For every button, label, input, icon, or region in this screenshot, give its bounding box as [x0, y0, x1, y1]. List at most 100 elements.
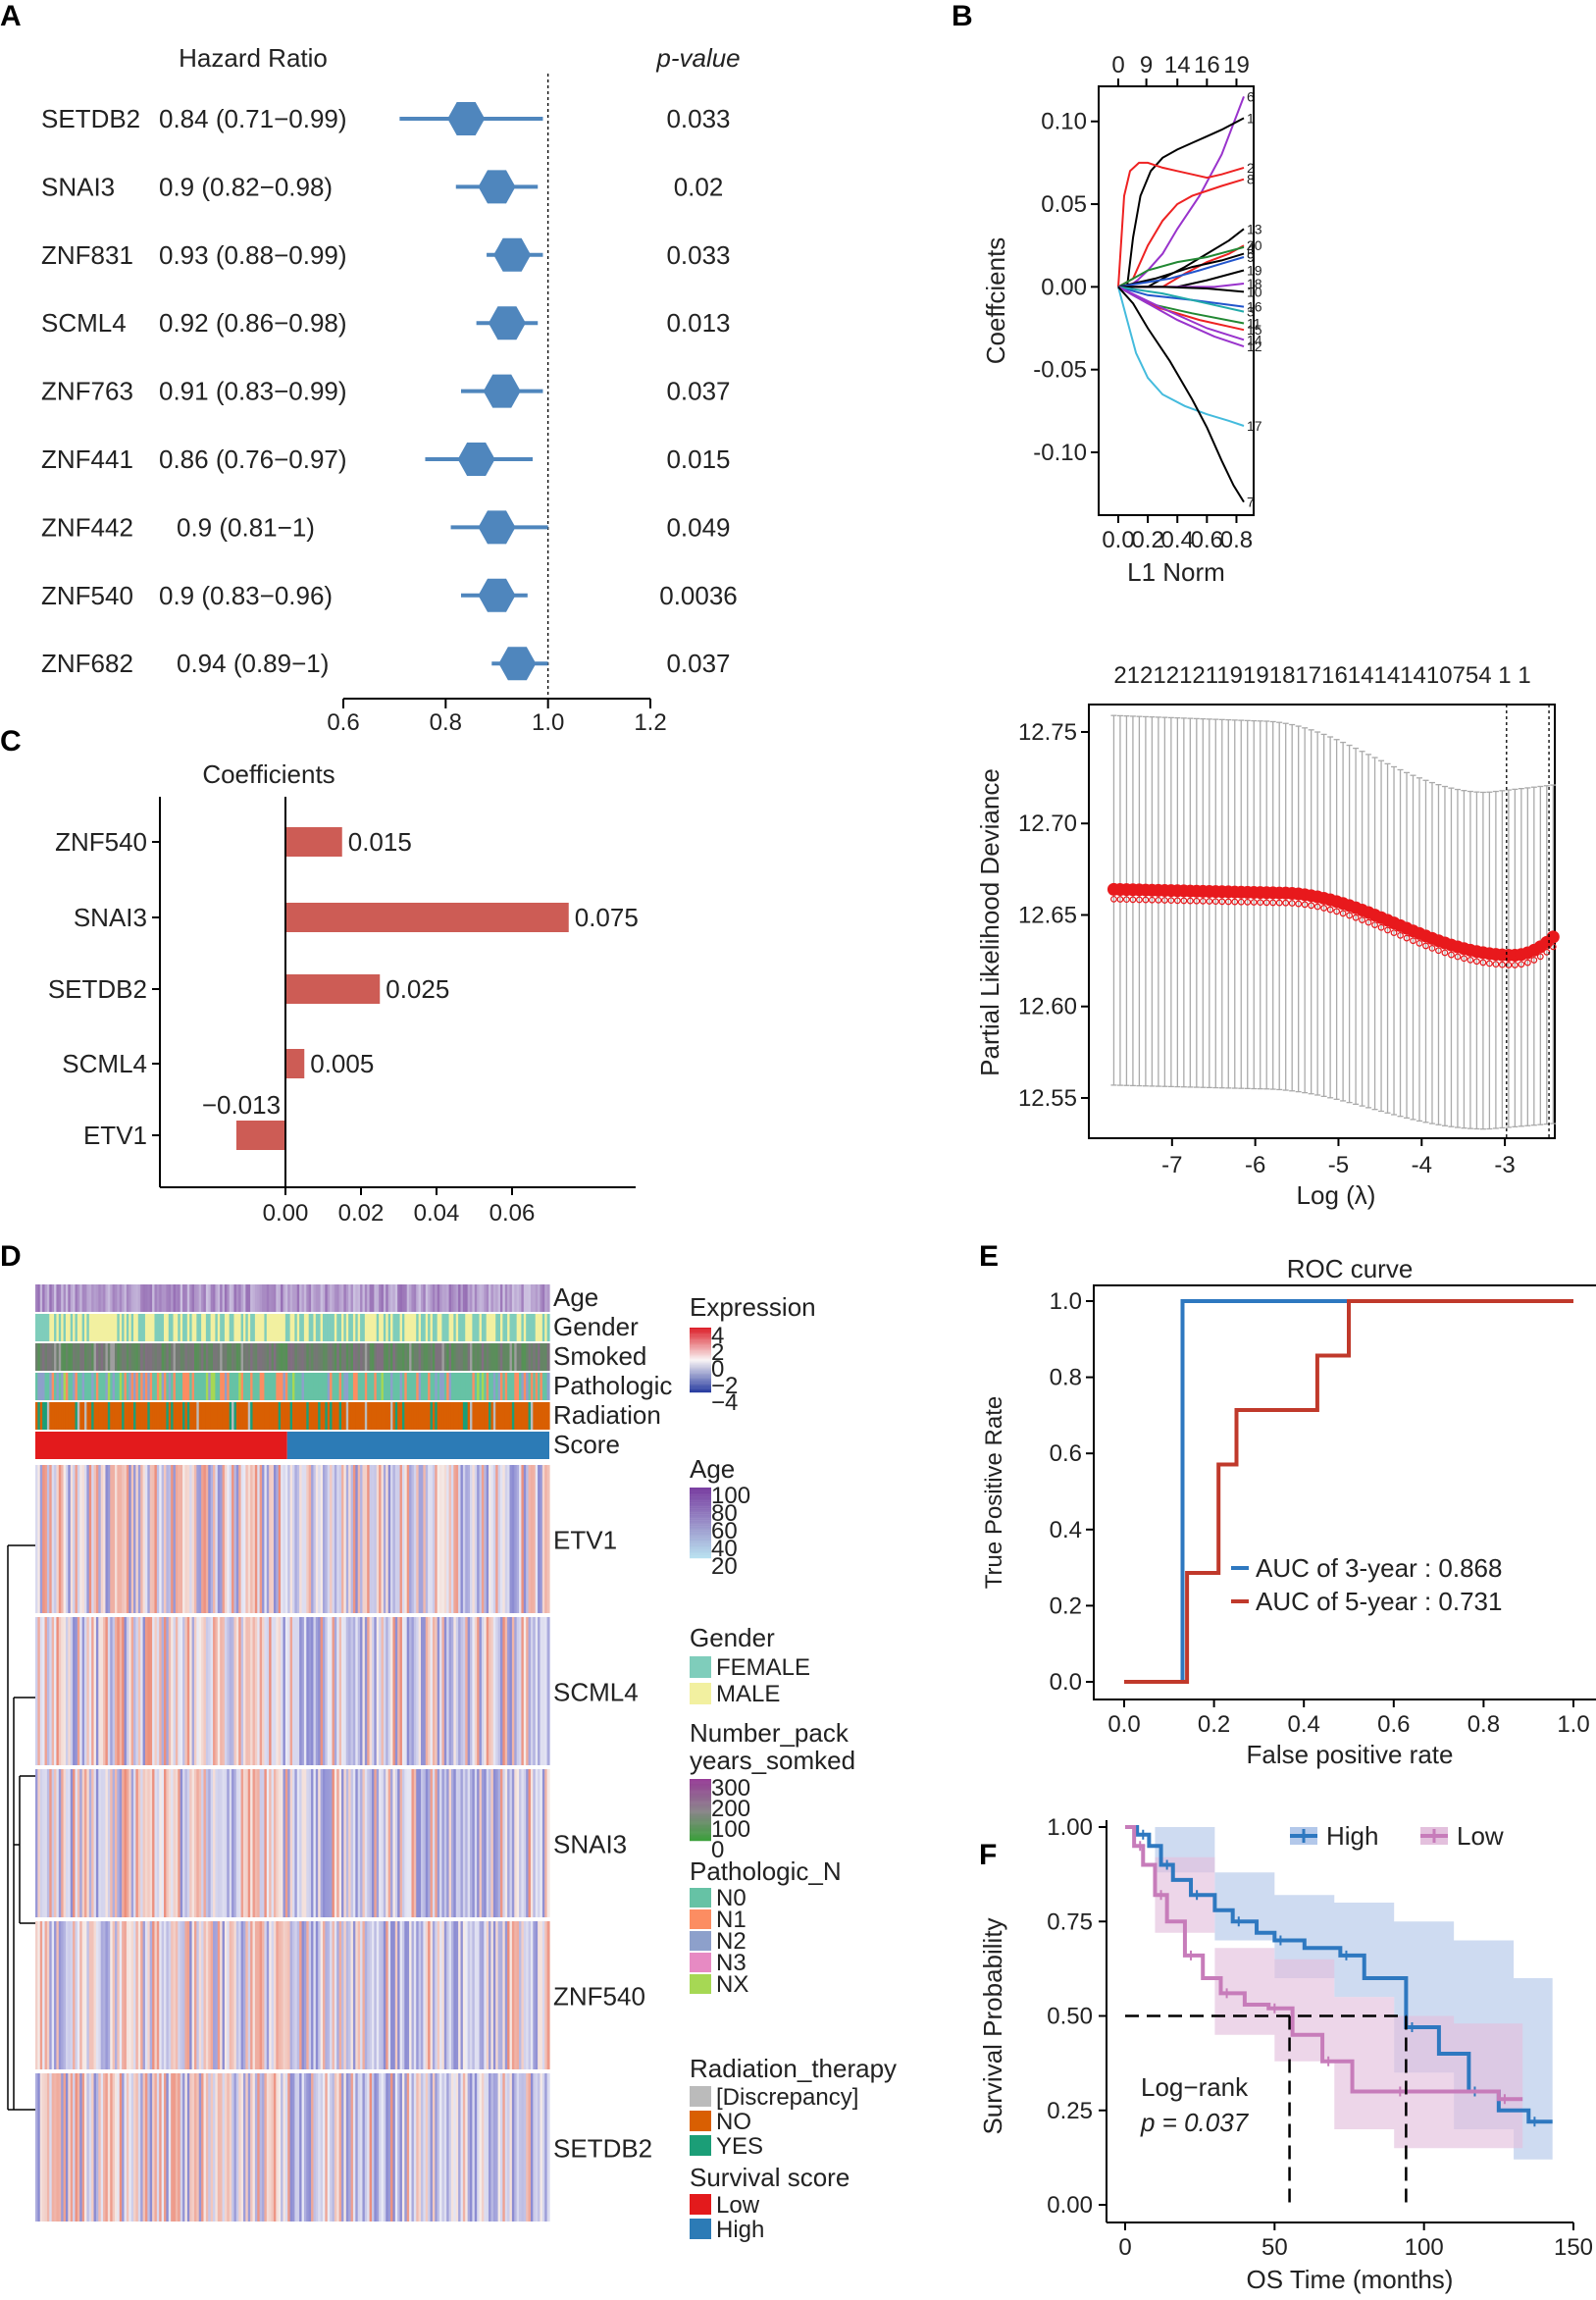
annotation-cell-age [330, 1284, 334, 1312]
lasso-path-2 [1117, 161, 1245, 288]
legend-age-gradient [690, 1544, 711, 1547]
heatmap-cell [467, 1769, 471, 1917]
annotation-cell-radiation [311, 1402, 315, 1430]
annotation-cell-pathologic [247, 1373, 251, 1400]
heatmap-cell [374, 2073, 378, 2222]
heatmap-cell [133, 1921, 137, 2069]
heatmap-cell [455, 1465, 459, 1613]
heatmap-cell [472, 2073, 476, 2222]
annotation-cell-smoked [489, 1343, 492, 1371]
annotation-cell-radiation [450, 1402, 454, 1430]
heatmap-cell [180, 1617, 183, 1765]
annotation-cell-radiation [147, 1402, 151, 1430]
heatmap-cell [519, 1617, 523, 1765]
annotation-cell-pathologic [54, 1373, 58, 1400]
heatmap-cell [168, 1769, 172, 1917]
heatmap-cell [58, 1617, 62, 1765]
annotation-cell-age [95, 1284, 99, 1312]
annotation-cell-radiation [156, 1402, 160, 1430]
heatmap-cell [247, 1921, 251, 2069]
annotation-cell-smoked [313, 1343, 317, 1371]
heatmap-cell [392, 1769, 396, 1917]
legend-radiation-label: YES [716, 2133, 763, 2160]
annotation-cell-smoked [352, 1343, 356, 1371]
annotation-cell-gender [523, 1314, 527, 1341]
annotation-cell-gender [283, 1314, 286, 1341]
heatmap-cell [273, 1465, 277, 1613]
annotation-cell-gender [392, 1314, 396, 1341]
heatmap-cell [166, 1617, 170, 1765]
heatmap-cell [233, 1617, 237, 1765]
annotation-cell-gender [110, 1314, 114, 1341]
heatmap-cell [411, 1921, 415, 2069]
annotation-cell-gender [235, 1314, 239, 1341]
annotation-cell-smoked [135, 1343, 139, 1371]
coef-category-label: ZNF540 [55, 827, 147, 857]
heatmap-cell [276, 1465, 280, 1613]
annotation-cell-pathologic [140, 1373, 144, 1400]
heatmap-cell [105, 2073, 109, 2222]
heatmap-cell [470, 1617, 473, 1765]
heatmap-cell [533, 1617, 537, 1765]
heatmap-cell [245, 2073, 249, 2222]
annotation-cell-smoked [458, 1343, 462, 1371]
heatmap-cell [406, 2073, 410, 2222]
annotation-cell-gender [409, 1314, 413, 1341]
heatmap-cell [540, 1921, 543, 2069]
heatmap-cell [39, 1769, 43, 1917]
deviance-mean-point-outline [1359, 916, 1365, 923]
annotation-row-label: Score [553, 1430, 620, 1459]
annotation-cell-smoked [437, 1343, 440, 1371]
annotation-cell-age [544, 1284, 548, 1312]
heatmap-cell [46, 2073, 50, 2222]
heatmap-cell [70, 1769, 74, 1917]
heatmap-gene-label: SCML4 [553, 1678, 639, 1707]
heatmap-cell [84, 1617, 87, 1765]
heatmap-cell [296, 1769, 300, 1917]
heatmap-cell [283, 1617, 286, 1765]
legend-smoked-gradient [690, 1796, 711, 1799]
annotation-cell-gender [294, 1314, 298, 1341]
annotation-cell-smoked [308, 1343, 312, 1371]
heatmap-cell [203, 1465, 207, 1613]
heatmap-cell [281, 1617, 284, 1765]
annotation-cell-pathologic [235, 1373, 239, 1400]
annotation-score-high [286, 1432, 549, 1459]
annotation-cell-pathologic [383, 1373, 386, 1400]
annotation-cell-gender [184, 1314, 188, 1341]
annotation-cell-smoked [161, 1343, 165, 1371]
heatmap-cell [350, 2073, 354, 2222]
deviance-mean-point-outline [1397, 931, 1404, 939]
legend-smoked-gradient [690, 1798, 711, 1801]
annotation-cell-smoked [182, 1343, 186, 1371]
annotation-cell-age [75, 1284, 78, 1312]
heatmap-cell [238, 1617, 242, 1765]
legend-smoked-gradient [690, 1811, 711, 1813]
annotation-cell-age [81, 1284, 85, 1312]
annotation-cell-pathologic [154, 1373, 158, 1400]
annotation-cell-pathologic [46, 1373, 50, 1400]
heatmap-cell [159, 1769, 163, 1917]
annotation-cell-radiation [61, 1402, 65, 1430]
annotation-cell-age [516, 1284, 520, 1312]
annotation-cell-smoked [502, 1343, 506, 1371]
annotation-cell-smoked [341, 1343, 344, 1371]
annotation-cell-age [465, 1284, 469, 1312]
annotation-cell-smoked [203, 1343, 207, 1371]
annotation-cell-radiation [538, 1402, 541, 1430]
heatmap-cell [154, 2073, 158, 2222]
annotation-cell-radiation [175, 1402, 179, 1430]
legend-smoked-gradient [690, 1813, 711, 1815]
annotation-cell-radiation [54, 1402, 58, 1430]
heatmap-cell [423, 2073, 427, 2222]
heatmap-cell [489, 1617, 492, 1765]
annotation-cell-radiation [210, 1402, 214, 1430]
annotation-cell-smoked [240, 1343, 244, 1371]
coef-value-label: 0.005 [310, 1049, 374, 1078]
heatmap-cell [103, 1465, 107, 1613]
heatmap-cell [303, 2073, 307, 2222]
heatmap-cell [289, 1769, 293, 1917]
annotation-cell-pathologic [404, 1373, 408, 1400]
heatmap-gene-label: SETDB2 [553, 2134, 652, 2164]
heatmap-cell [88, 2073, 92, 2222]
